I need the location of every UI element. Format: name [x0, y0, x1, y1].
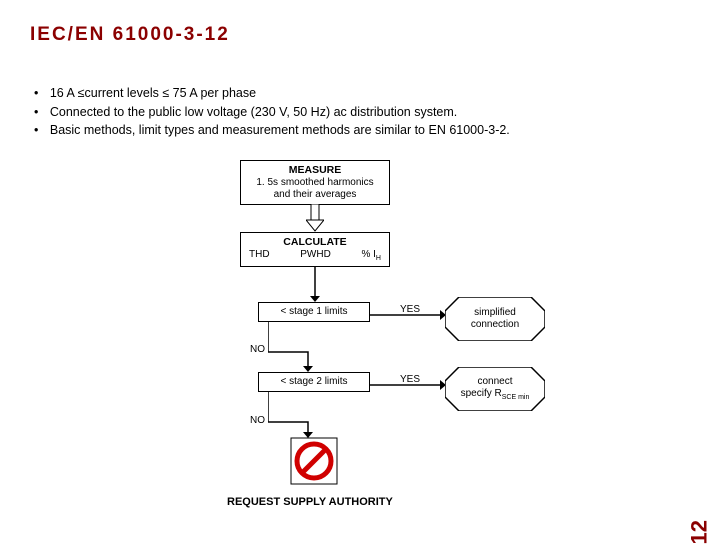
node-measure: MEASURE 1. 5s smoothed harmonics and the…: [240, 160, 390, 205]
request-supply-authority: REQUEST SUPPLY AUTHORITY: [227, 496, 393, 508]
label-no: NO: [250, 415, 265, 426]
label-no: NO: [250, 344, 265, 355]
oct-text: simplified connection: [445, 307, 545, 331]
measure-line: and their averages: [247, 189, 383, 201]
arrow-down-icon: [268, 392, 318, 440]
calc-col: PWHD: [300, 249, 331, 263]
bullet-item: 16 A ≤current levels ≤ 75 A per phase: [48, 85, 510, 103]
label-yes: YES: [400, 374, 420, 385]
node-simplified-connection: simplified connection: [445, 297, 545, 341]
page-number: 12: [686, 520, 712, 544]
label-yes: YES: [400, 304, 420, 315]
node-stage1: < stage 1 limits: [258, 302, 370, 322]
arrow-down-icon: [306, 204, 324, 232]
arrow-down-icon: [268, 322, 318, 374]
bullet-item: Basic methods, limit types and measureme…: [48, 122, 510, 140]
bullet-list: 16 A ≤current levels ≤ 75 A per phase Co…: [30, 85, 510, 141]
page-title: IEC/EN 61000-3-12: [30, 24, 230, 46]
flowchart: MEASURE 1. 5s smoothed harmonics and the…: [0, 160, 720, 530]
calc-col: % IH: [361, 249, 381, 263]
calc-title: CALCULATE: [247, 236, 383, 249]
measure-title: MEASURE: [247, 164, 383, 177]
node-stage2: < stage 2 limits: [258, 372, 370, 392]
oct-text: connect specify RSCE min: [457, 376, 534, 402]
arrow-down-icon: [309, 266, 321, 302]
prohibit-icon: [290, 437, 338, 490]
measure-line: 1. 5s smoothed harmonics: [247, 177, 383, 189]
calc-col: THD: [249, 249, 270, 263]
node-connect-specify: connect specify RSCE min: [445, 367, 545, 411]
node-calculate: CALCULATE THD PWHD % IH: [240, 232, 390, 267]
bullet-item: Connected to the public low voltage (230…: [48, 104, 510, 122]
